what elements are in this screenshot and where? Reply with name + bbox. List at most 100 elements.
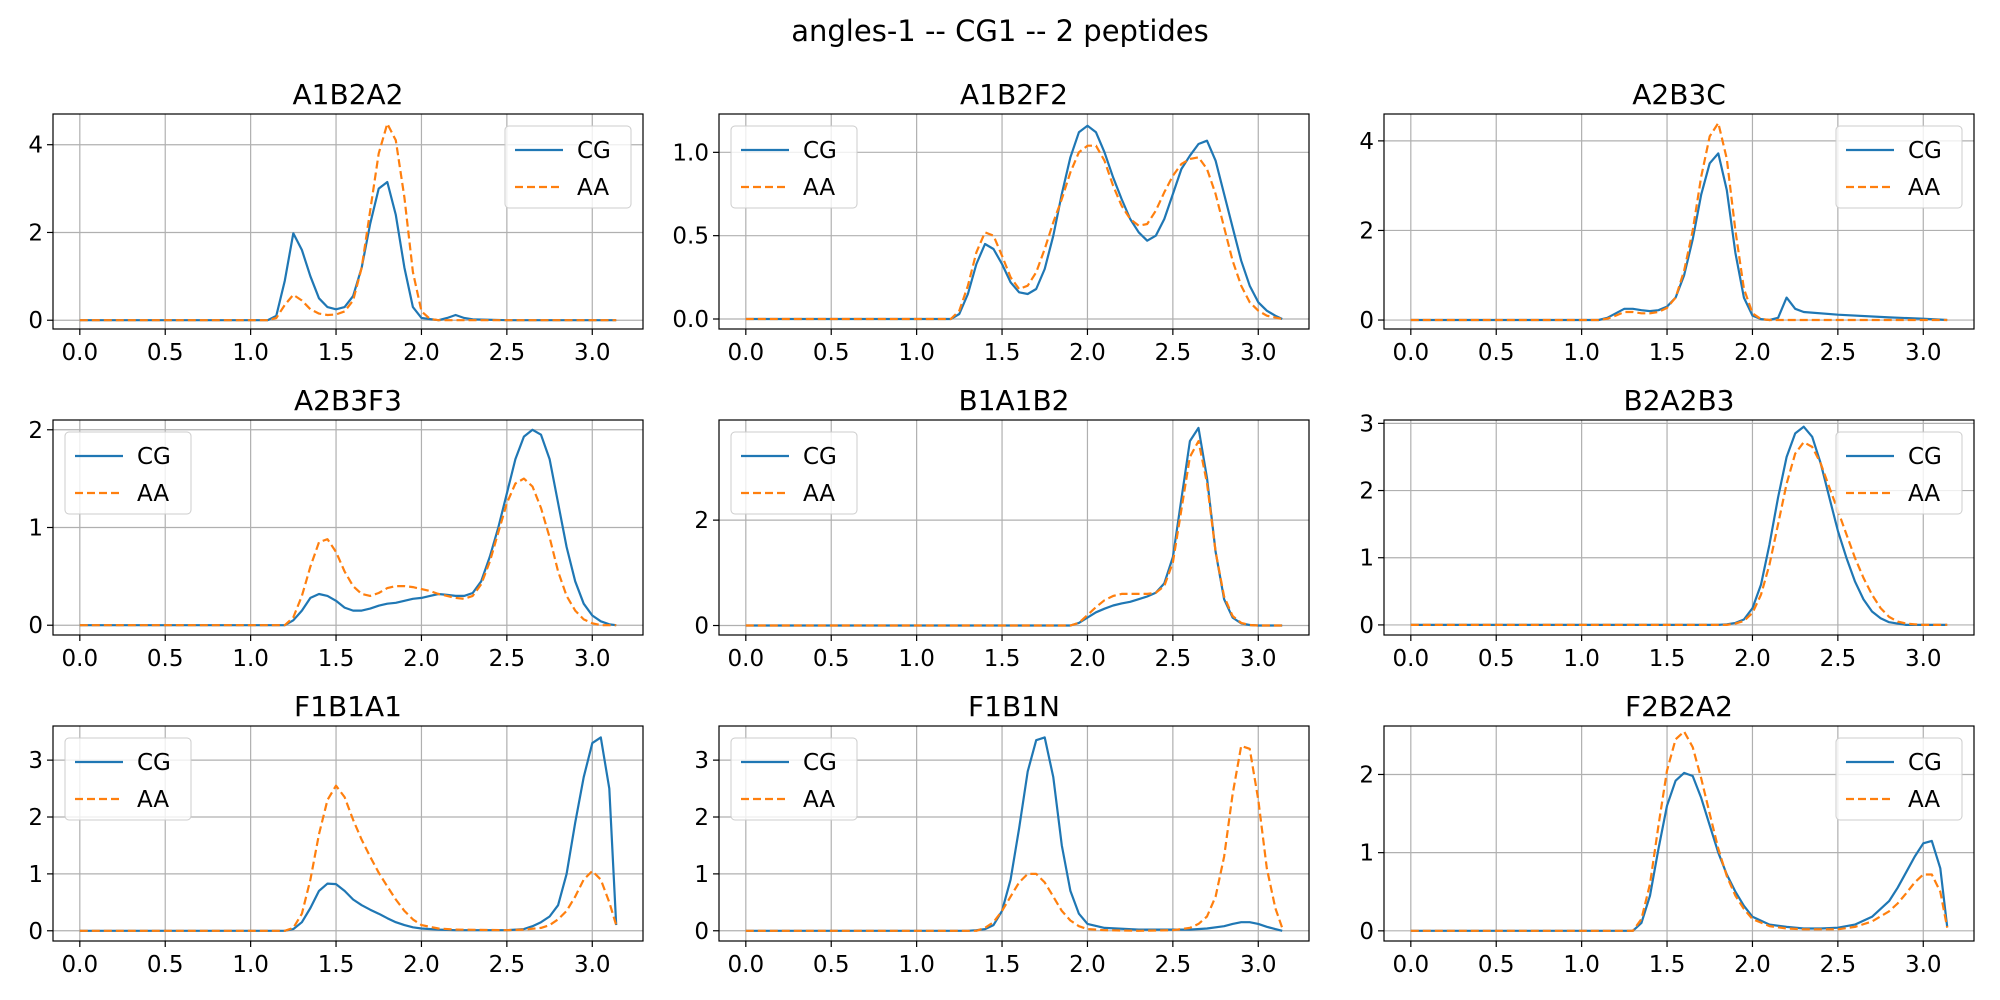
x-tick-label: 0.0 <box>1393 952 1430 978</box>
legend-label: AA <box>803 175 835 201</box>
x-tick-label: 1.0 <box>232 646 269 672</box>
subplot-a1b2a2: A1B2A2 0.0 0.5 1.0 1.5 2.0 2.5 3.0 0 2 4 CG AA <box>28 78 644 366</box>
legend: CG AA <box>1835 431 1963 515</box>
x-tick-label: 3.0 <box>1240 952 1277 978</box>
legend: CG AA <box>730 431 858 515</box>
x-tick-label: 1.0 <box>1563 952 1600 978</box>
y-tick-label: 2 <box>28 805 43 831</box>
x-tick-label: 1.5 <box>318 646 355 672</box>
x-tick-label: 2.0 <box>1069 340 1106 366</box>
x-tick-label: 2.0 <box>1734 646 1771 672</box>
x-tick-label: 1.5 <box>984 646 1021 672</box>
series-line-aa <box>79 784 618 932</box>
series-line-aa <box>1410 730 1949 932</box>
legend-label: CG <box>803 750 837 776</box>
subplot-title: A1B2F2 <box>960 78 1068 111</box>
x-tick-label: 1.5 <box>984 340 1021 366</box>
legend-label: AA <box>1908 175 1940 201</box>
legend-label: AA <box>803 787 835 813</box>
subplot-title: B2A2B3 <box>1623 384 1734 417</box>
x-tick-label: 0.5 <box>1478 646 1515 672</box>
legend-box <box>504 125 632 209</box>
legend-box <box>730 737 858 821</box>
x-tick-label: 1.5 <box>1649 340 1686 366</box>
legend-label: CG <box>137 750 171 776</box>
legend: CG AA <box>1835 125 1963 209</box>
legend-box <box>1835 125 1963 209</box>
x-tick-label: 1.5 <box>1649 646 1686 672</box>
x-tick-label: 2.5 <box>489 952 526 978</box>
series-line-cg <box>745 124 1283 321</box>
y-tick-label: 0 <box>28 613 43 639</box>
subplot-f1b1a1: F1B1A1 0.0 0.5 1.0 1.5 2.0 2.5 3.0 0 1 2 3 CG AA <box>28 690 644 978</box>
series-line-aa <box>1410 441 1948 627</box>
x-tick-label: 0.0 <box>728 340 765 366</box>
legend-box <box>730 125 858 209</box>
x-tick-label: 2.5 <box>1820 340 1857 366</box>
y-tick-label: 4 <box>1359 129 1374 155</box>
x-tick-label: 0.5 <box>147 340 184 366</box>
subplot-title: F1B1N <box>968 690 1060 723</box>
subplot-title: A1B2A2 <box>293 78 404 111</box>
legend-label: CG <box>1908 444 1942 470</box>
y-tick-label: 0 <box>28 919 43 945</box>
legend-label: CG <box>1908 138 1942 164</box>
y-tick-label: 0 <box>694 919 709 945</box>
x-tick-label: 0.5 <box>147 646 184 672</box>
x-tick-label: 2.5 <box>1155 646 1192 672</box>
subplot-title: F1B1A1 <box>294 690 402 723</box>
x-tick-label: 0.0 <box>1393 340 1430 366</box>
legend: CG AA <box>1835 737 1963 821</box>
y-tick-label: 0 <box>28 308 43 334</box>
y-tick-label: 2 <box>1359 479 1374 505</box>
x-tick-label: 1.0 <box>898 646 935 672</box>
x-tick-label: 0.0 <box>62 340 99 366</box>
x-tick-label: 3.0 <box>1905 340 1942 366</box>
x-tick-label: 1.0 <box>898 952 935 978</box>
x-tick-label: 0.0 <box>62 646 99 672</box>
y-tick-label: 0.5 <box>672 224 709 250</box>
legend-label: CG <box>803 138 837 164</box>
y-tick-label: 1 <box>1359 546 1374 572</box>
x-tick-label: 2.5 <box>489 340 526 366</box>
subplot-f1b1n: F1B1N 0.0 0.5 1.0 1.5 2.0 2.5 3.0 0 1 2 3 CG AA <box>694 690 1310 978</box>
x-tick-label: 1.5 <box>984 952 1021 978</box>
legend: CG AA <box>730 125 858 209</box>
x-tick-label: 0.5 <box>147 952 184 978</box>
series-line-cg <box>79 180 617 322</box>
legend-label: AA <box>1908 481 1940 507</box>
x-tick-label: 2.0 <box>403 646 440 672</box>
subplot-title: A2B3F3 <box>294 384 402 417</box>
y-tick-label: 3 <box>694 748 709 774</box>
series-line-aa <box>1410 121 1948 322</box>
y-tick-label: 4 <box>28 133 43 159</box>
x-tick-label: 2.5 <box>489 646 526 672</box>
legend-label: CG <box>137 444 171 470</box>
y-tick-label: 0 <box>1359 919 1374 945</box>
series-line-aa <box>79 122 617 322</box>
x-tick-label: 0.0 <box>728 952 765 978</box>
legend-box <box>1835 431 1963 515</box>
y-tick-label: 1 <box>28 862 43 888</box>
axes-frame <box>718 113 1310 330</box>
y-tick-label: 3 <box>1359 411 1374 437</box>
x-tick-label: 3.0 <box>1240 340 1277 366</box>
x-tick-label: 2.0 <box>1734 952 1771 978</box>
subplot-b1a1b2: B1A1B2 0.0 0.5 1.0 1.5 2.0 2.5 3.0 0 2 CG AA <box>694 384 1310 672</box>
x-tick-label: 0.5 <box>813 952 850 978</box>
legend-label: AA <box>577 175 609 201</box>
axes-frame <box>52 725 644 942</box>
x-tick-label: 0.0 <box>62 952 99 978</box>
y-tick-label: 2 <box>1359 762 1374 788</box>
x-tick-label: 1.5 <box>1649 952 1686 978</box>
legend: CG AA <box>730 737 858 821</box>
x-tick-label: 0.5 <box>1478 340 1515 366</box>
legend: CG AA <box>504 125 632 209</box>
x-tick-label: 0.5 <box>813 646 850 672</box>
y-tick-label: 0 <box>1359 613 1374 639</box>
series-line-cg <box>79 736 618 932</box>
y-tick-label: 1 <box>694 862 709 888</box>
y-tick-label: 2 <box>694 805 709 831</box>
legend-box <box>64 737 192 821</box>
x-tick-label: 3.0 <box>1905 952 1942 978</box>
